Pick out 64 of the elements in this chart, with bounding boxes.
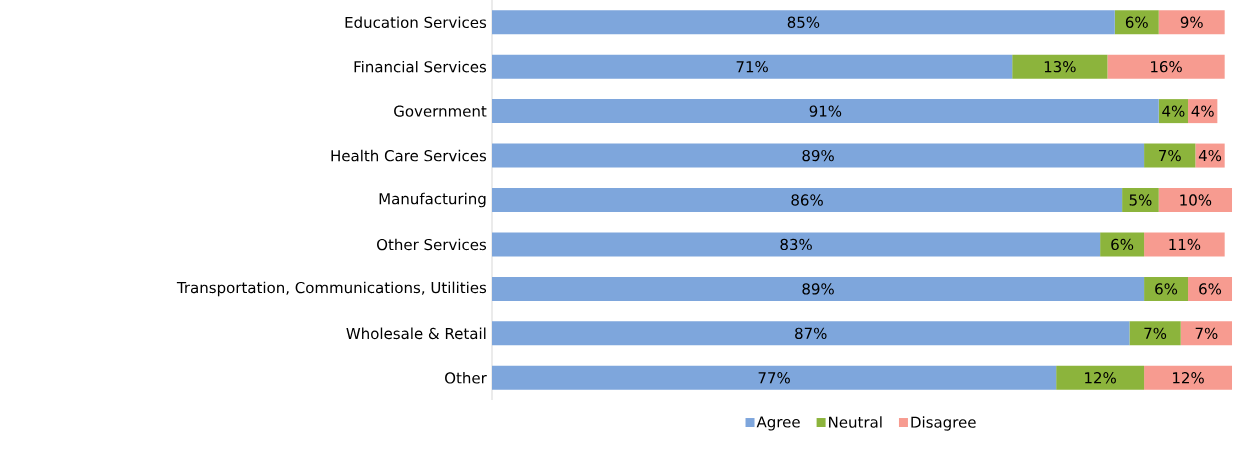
bar: [492, 10, 1115, 35]
bar: [492, 54, 1013, 79]
data-label: 4%: [1162, 105, 1185, 117]
data-label: 12%: [1085, 372, 1116, 384]
bar: [1188, 276, 1233, 301]
bar: [1114, 10, 1159, 35]
data-label: 10%: [1180, 194, 1212, 206]
data-label: 5%: [1129, 194, 1152, 206]
bar: [1012, 54, 1108, 79]
bar: [492, 232, 1101, 257]
data-label: 6%: [1125, 16, 1148, 28]
data-label: 89%: [802, 283, 834, 295]
data-label: 83%: [780, 238, 812, 251]
data-label: 85%: [787, 16, 820, 28]
bar: [1144, 143, 1196, 168]
data-label: 71%: [736, 60, 768, 73]
bar: [492, 99, 1159, 124]
bar: [492, 188, 1123, 213]
data-label: 6%: [1155, 283, 1178, 295]
data-label: 91%: [809, 105, 842, 117]
legend-label: Neutral: [829, 416, 882, 428]
y-tick-label: Manufacturing: [379, 192, 486, 208]
data-label: 11%: [1169, 238, 1201, 251]
y-tick-label: Other Services: [377, 238, 487, 251]
bar: [492, 276, 1145, 301]
bar: [1158, 188, 1233, 213]
data-label: 4%: [1191, 105, 1214, 117]
y-tick-label: Government: [394, 105, 487, 117]
bar: [1100, 232, 1145, 257]
data-label: 77%: [758, 372, 790, 384]
data-label: 9%: [1180, 16, 1203, 28]
bar: [1144, 232, 1225, 257]
bar: [1180, 321, 1233, 346]
bar: [1195, 143, 1225, 168]
bar: [1122, 188, 1159, 213]
bar: [1144, 365, 1233, 390]
bar: [1107, 54, 1225, 79]
y-tick-label: Education Services: [345, 16, 487, 29]
bar: [492, 365, 1057, 390]
data-label: 12%: [1173, 372, 1204, 384]
data-label: 13%: [1044, 60, 1076, 73]
bar: [1056, 365, 1145, 390]
bar: [492, 321, 1130, 346]
bar: [1144, 276, 1189, 301]
bar: [492, 143, 1145, 168]
data-label: 4%: [1198, 149, 1222, 162]
data-label: 87%: [795, 327, 827, 340]
data-label: 7%: [1195, 327, 1218, 340]
y-tick-label: Wholesale & Retail: [346, 327, 486, 340]
y-tick-label: Other: [445, 371, 487, 384]
data-label: 7%: [1159, 149, 1181, 162]
data-label: 6%: [1199, 283, 1222, 295]
legend-label: Agree: [756, 416, 800, 431]
data-label: 89%: [802, 149, 834, 162]
data-label: 6%: [1111, 238, 1134, 251]
y-tick-label: Health Care Services: [331, 149, 487, 162]
legend-label: Disagree: [911, 416, 976, 431]
bar: [1129, 321, 1181, 346]
data-label: 16%: [1151, 60, 1182, 73]
data-label: 7%: [1144, 327, 1167, 340]
bar: [1158, 10, 1225, 35]
data-label: 86%: [791, 194, 823, 206]
y-tick-label: Financial Services: [354, 60, 487, 73]
y-tick-label: Transportation, Communications, Utilities: [176, 281, 487, 297]
